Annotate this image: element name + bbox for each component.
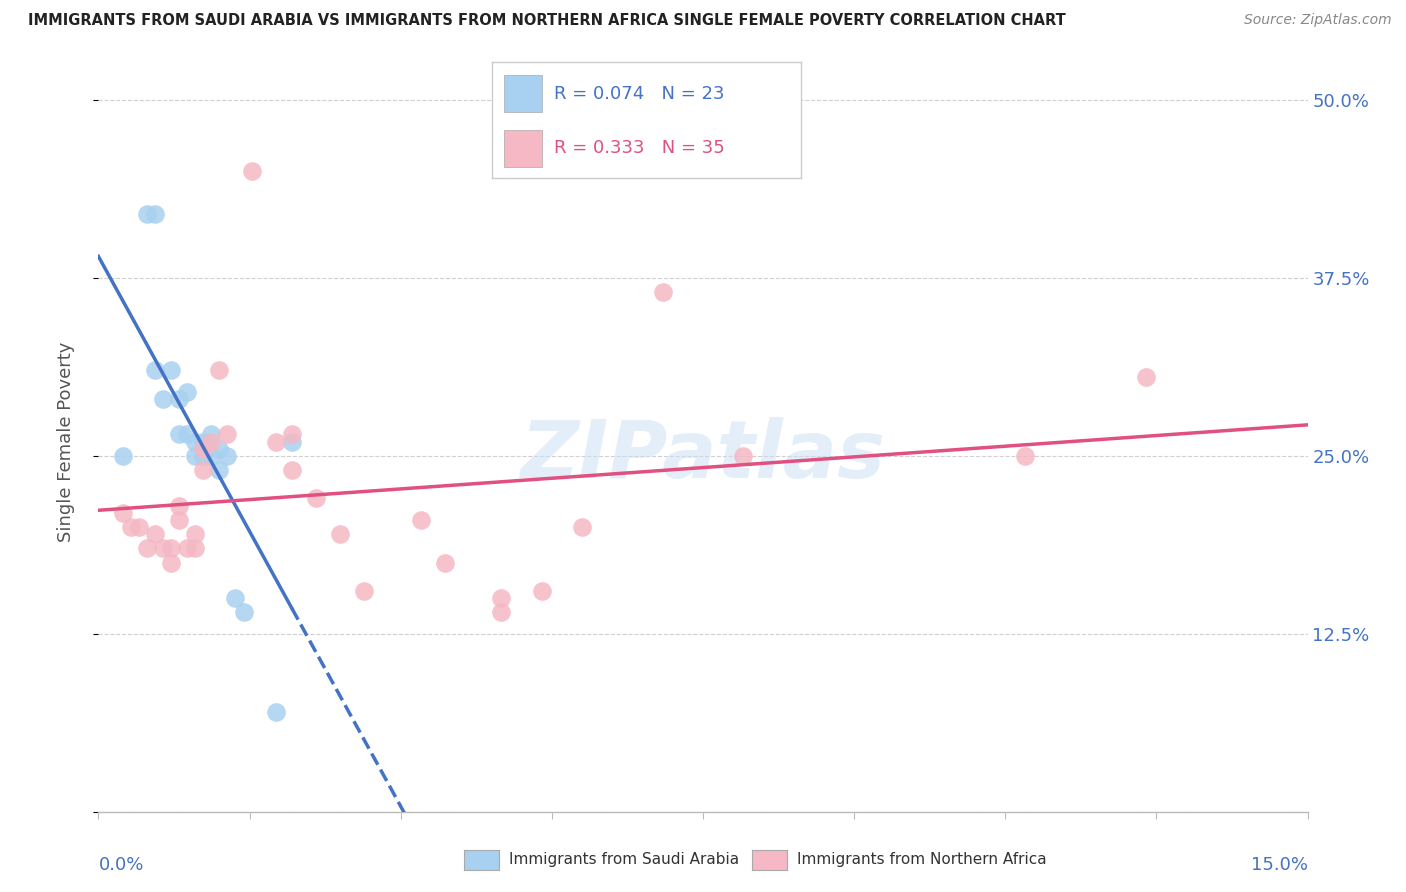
- Point: [224, 591, 246, 606]
- Point: [152, 392, 174, 406]
- Point: [208, 442, 231, 456]
- Point: [491, 606, 513, 620]
- Point: [232, 606, 254, 620]
- Point: [353, 584, 375, 599]
- Text: ZIPatlas: ZIPatlas: [520, 417, 886, 495]
- Point: [281, 427, 304, 442]
- Point: [160, 363, 183, 377]
- Point: [1135, 370, 1157, 384]
- Point: [281, 434, 304, 449]
- Point: [143, 527, 166, 541]
- Text: Immigrants from Northern Africa: Immigrants from Northern Africa: [797, 853, 1047, 867]
- Point: [491, 591, 513, 606]
- Point: [135, 541, 157, 556]
- Point: [193, 463, 215, 477]
- Text: IMMIGRANTS FROM SAUDI ARABIA VS IMMIGRANTS FROM NORTHERN AFRICA SINGLE FEMALE PO: IMMIGRANTS FROM SAUDI ARABIA VS IMMIGRAN…: [28, 13, 1066, 29]
- Point: [281, 463, 304, 477]
- Point: [111, 506, 134, 520]
- Point: [128, 520, 150, 534]
- Point: [160, 541, 183, 556]
- Point: [434, 556, 457, 570]
- Point: [208, 363, 231, 377]
- Point: [167, 499, 190, 513]
- Point: [167, 427, 190, 442]
- Point: [176, 427, 198, 442]
- Point: [264, 434, 287, 449]
- Point: [200, 449, 222, 463]
- Bar: [505, 129, 541, 167]
- Point: [329, 527, 352, 541]
- Point: [111, 449, 134, 463]
- Point: [240, 164, 263, 178]
- Text: 0.0%: 0.0%: [98, 856, 143, 874]
- Point: [571, 520, 593, 534]
- Point: [305, 491, 328, 506]
- Point: [530, 584, 553, 599]
- Text: Source: ZipAtlas.com: Source: ZipAtlas.com: [1244, 13, 1392, 28]
- Point: [217, 427, 239, 442]
- Point: [193, 434, 215, 449]
- Point: [120, 520, 142, 534]
- Text: R = 0.333   N = 35: R = 0.333 N = 35: [554, 139, 724, 157]
- Point: [184, 449, 207, 463]
- Y-axis label: Single Female Poverty: Single Female Poverty: [56, 342, 75, 541]
- Point: [160, 556, 183, 570]
- Point: [184, 541, 207, 556]
- Point: [176, 541, 198, 556]
- Point: [733, 449, 755, 463]
- Point: [167, 513, 190, 527]
- Point: [143, 363, 166, 377]
- Text: Immigrants from Saudi Arabia: Immigrants from Saudi Arabia: [509, 853, 740, 867]
- Point: [193, 442, 215, 456]
- Point: [409, 513, 432, 527]
- Point: [217, 449, 239, 463]
- Point: [264, 705, 287, 719]
- Point: [651, 285, 673, 299]
- Point: [1014, 449, 1036, 463]
- Point: [184, 434, 207, 449]
- Point: [152, 541, 174, 556]
- Point: [176, 384, 198, 399]
- Bar: [505, 75, 541, 112]
- Point: [143, 207, 166, 221]
- Point: [167, 392, 190, 406]
- Point: [200, 427, 222, 442]
- Point: [208, 463, 231, 477]
- Text: 15.0%: 15.0%: [1250, 856, 1308, 874]
- Point: [193, 449, 215, 463]
- Point: [200, 434, 222, 449]
- Point: [135, 207, 157, 221]
- Point: [184, 527, 207, 541]
- Text: R = 0.074   N = 23: R = 0.074 N = 23: [554, 85, 724, 103]
